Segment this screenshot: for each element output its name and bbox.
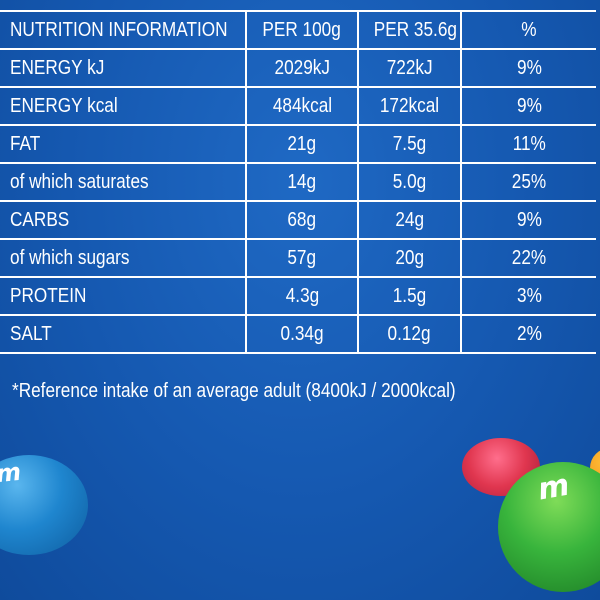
value-percent: 25% [460, 162, 596, 202]
table-row: FAT 21g 7.5g 11% [0, 124, 596, 164]
table-header-row: NUTRITION INFORMATION PER 100g PER 35.6g… [0, 10, 596, 50]
value-per-portion: 722kJ [357, 48, 462, 88]
table-row: PROTEIN 4.3g 1.5g 3% [0, 276, 596, 316]
orange-candy-image [590, 448, 600, 488]
table-row: of which saturates 14g 5.0g 25% [0, 162, 596, 202]
nutrient-name: PROTEIN [0, 276, 247, 316]
value-percent: 22% [460, 238, 596, 278]
value-per-100g: 0.34g [245, 314, 359, 354]
value-per-100g: 21g [245, 124, 359, 164]
value-per-100g: 4.3g [245, 276, 359, 316]
nutrient-name: SALT [0, 314, 247, 354]
nutrient-name: FAT [0, 124, 247, 164]
table-row: CARBS 68g 24g 9% [0, 200, 596, 240]
table-row: ENERGY kJ 2029kJ 722kJ 9% [0, 48, 596, 88]
table-row: SALT 0.34g 0.12g 2% [0, 314, 596, 354]
candy-logo-mark: m [535, 467, 573, 508]
value-percent: 11% [460, 124, 596, 164]
header-nutrition-information: NUTRITION INFORMATION [0, 10, 247, 50]
nutrient-name: CARBS [0, 200, 247, 240]
table-row: ENERGY kcal 484kcal 172kcal 9% [0, 86, 596, 126]
value-per-100g: 14g [245, 162, 359, 202]
header-percent: % [460, 10, 596, 50]
value-percent: 9% [460, 200, 596, 240]
value-per-portion: 24g [357, 200, 462, 240]
value-per-portion: 0.12g [357, 314, 462, 354]
candy-logo-mark: m [0, 457, 23, 489]
value-percent: 3% [460, 276, 596, 316]
header-per-portion: PER 35.6g [357, 10, 462, 50]
reference-intake-footnote: *Reference intake of an average adult (8… [12, 380, 456, 402]
value-per-portion: 7.5g [357, 124, 462, 164]
value-per-portion: 1.5g [357, 276, 462, 316]
value-per-100g: 2029kJ [245, 48, 359, 88]
value-per-100g: 484kcal [245, 86, 359, 126]
value-percent: 2% [460, 314, 596, 354]
green-candy-image: m [498, 462, 600, 592]
value-percent: 9% [460, 86, 596, 126]
blue-candy-image: m [0, 455, 88, 555]
value-per-portion: 5.0g [357, 162, 462, 202]
nutrient-name: of which sugars [0, 238, 247, 278]
value-per-portion: 172kcal [357, 86, 462, 126]
value-per-100g: 68g [245, 200, 359, 240]
header-per-100g: PER 100g [245, 10, 359, 50]
value-per-100g: 57g [245, 238, 359, 278]
value-percent: 9% [460, 48, 596, 88]
nutrition-panel: NUTRITION INFORMATION PER 100g PER 35.6g… [0, 10, 600, 354]
table-row: of which sugars 57g 20g 22% [0, 238, 596, 278]
nutrient-name: of which saturates [0, 162, 247, 202]
nutrient-name: ENERGY kJ [0, 48, 247, 88]
nutrient-name: ENERGY kcal [0, 86, 247, 126]
nutrition-table: NUTRITION INFORMATION PER 100g PER 35.6g… [0, 10, 596, 354]
value-per-portion: 20g [357, 238, 462, 278]
